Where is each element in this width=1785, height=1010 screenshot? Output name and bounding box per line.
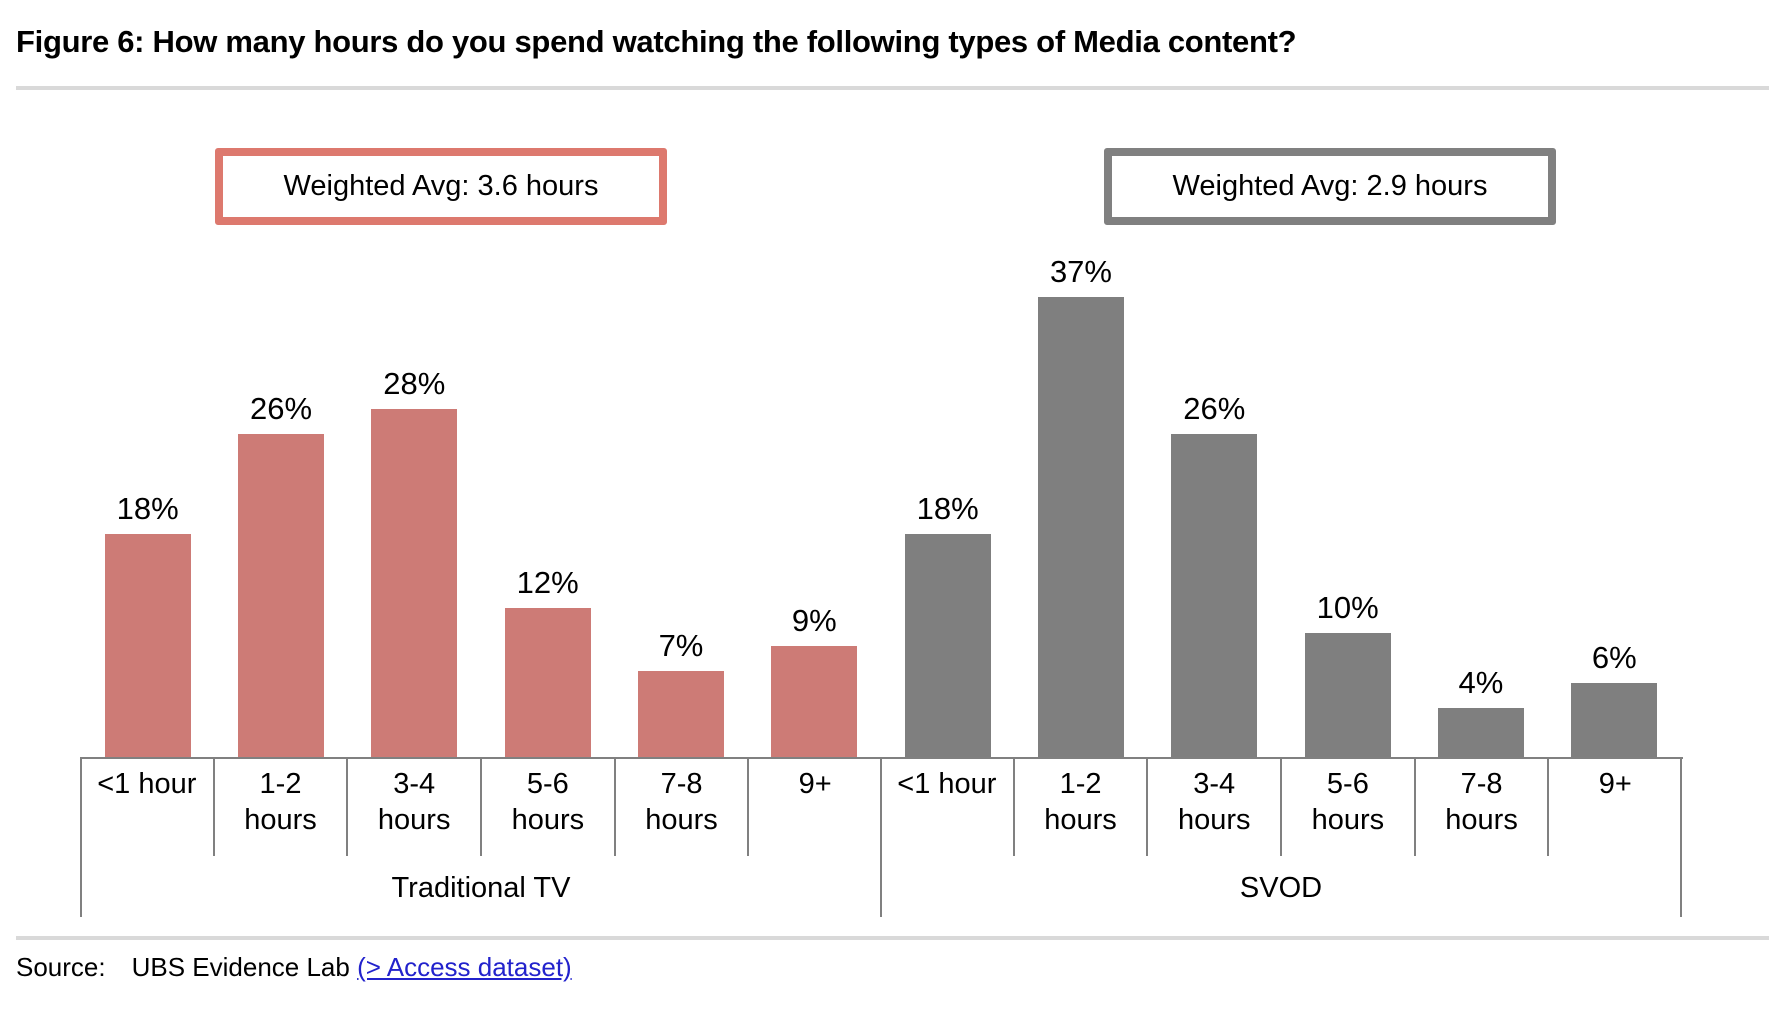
bar-value-label: 18%: [116, 490, 179, 526]
source-text: UBS Evidence Lab: [131, 952, 350, 982]
bar-svod-1-2-hours: [1037, 296, 1124, 758]
group-label-svod: SVOD: [1239, 872, 1323, 904]
source-line: Source: UBS Evidence Lab (> Access datase…: [16, 952, 572, 983]
x-axis-line: [81, 757, 1683, 759]
category-label-svod-5-6-hours: 5-6 hours: [1282, 759, 1416, 856]
bar-value-label: 9%: [791, 602, 837, 638]
bar-svod-7-8-hours: [1437, 708, 1524, 758]
axis-boundary-left: [80, 757, 82, 917]
category-label-tv-3-4-hours: 3-4 hours: [348, 759, 483, 856]
bar-slot: 4%: [1414, 190, 1547, 758]
bar-traditional-tv-7-8-hours: [637, 670, 724, 758]
weighted-avg-label-svod: Weighted Avg: 2.9 hours: [1172, 170, 1488, 202]
bar-value-label: 7%: [658, 627, 704, 663]
category-label-tv-1-2-hours: 1-2 hours: [215, 759, 349, 856]
bar-traditional-tv-lt1-hour: [104, 533, 191, 758]
plot-area: 18% 26% 28% 12% 7% 9% 18% 37%: [81, 190, 1681, 758]
figure-title: Figure 6: How many hours do you spend wa…: [16, 24, 1297, 59]
category-label-tv-9plus: 9+: [798, 768, 832, 800]
bar-slot: 18%: [881, 190, 1014, 758]
category-label-tv-7-8-hours: 7-8 hours: [616, 759, 750, 856]
bar-slot: 10%: [1281, 190, 1414, 758]
category-label-svod-lt1-hour: <1 hour: [881, 759, 1015, 856]
bar-svod-9plus: [1571, 683, 1658, 758]
bar-value-label: 37%: [1049, 253, 1112, 289]
bar-value-label: 6%: [1591, 640, 1637, 676]
bar-svod-5-6-hours: [1304, 633, 1391, 758]
bar-value-label: 12%: [516, 565, 579, 601]
bar-slot: 26%: [1148, 190, 1281, 758]
bar-slot: 9%: [748, 190, 881, 758]
bar-slot: 6%: [1548, 190, 1681, 758]
footer-divider: [16, 936, 1769, 940]
category-label-svod-9plus: 9+: [1598, 768, 1632, 800]
title-divider: [16, 86, 1769, 90]
category-label-svod-1-2-hours: 1-2 hours: [1015, 759, 1149, 856]
bar-value-label: 26%: [1183, 391, 1246, 427]
bar-slot: 26%: [214, 190, 347, 758]
category-label-svod-7-8-hours: 7-8 hours: [1416, 759, 1550, 856]
bar-value-label: 28%: [383, 366, 446, 402]
bar-value-label: 4%: [1458, 665, 1504, 701]
weighted-avg-box-svod: Weighted Avg: 2.9 hours: [1104, 148, 1556, 225]
bar-traditional-tv-5-6-hours: [504, 608, 591, 758]
category-axis: <1 hour 1-2 hours 3-4 hours 5-6 hours 7-…: [81, 759, 1681, 856]
category-label-tv-5-6-hours: 5-6 hours: [482, 759, 616, 856]
category-label-tv-lt1-hour: <1 hour: [81, 759, 215, 856]
bar-traditional-tv-9plus: [771, 645, 858, 758]
access-dataset-link[interactable]: (> Access dataset): [357, 952, 572, 982]
category-label-svod-3-4-hours: 3-4 hours: [1148, 759, 1283, 856]
weighted-avg-box-traditional-tv: Weighted Avg: 3.6 hours: [215, 148, 667, 225]
group-label-traditional-tv: Traditional TV: [391, 872, 571, 904]
bar-slot: 37%: [1014, 190, 1147, 758]
axis-group-divider: [880, 757, 882, 917]
bar-value-label: 10%: [1316, 590, 1379, 626]
bar-value-label: 18%: [916, 490, 979, 526]
bar-slot: 7%: [614, 190, 747, 758]
bar-traditional-tv-1-2-hours: [237, 434, 324, 758]
group-axis: Traditional TV SVOD: [81, 858, 1681, 916]
bar-slot: 12%: [481, 190, 614, 758]
bar-slot: 28%: [348, 190, 481, 758]
bar-svod-3-4-hours: [1171, 434, 1258, 758]
bar-slot: 18%: [81, 190, 214, 758]
source-prefix: Source:: [16, 952, 106, 982]
bar-svod-lt1-hour: [904, 533, 991, 758]
axis-boundary-right: [1680, 757, 1682, 917]
weighted-avg-label-traditional-tv: Weighted Avg: 3.6 hours: [283, 170, 599, 202]
bar-value-label: 26%: [249, 391, 313, 427]
bar-traditional-tv-3-4-hours: [371, 409, 458, 758]
